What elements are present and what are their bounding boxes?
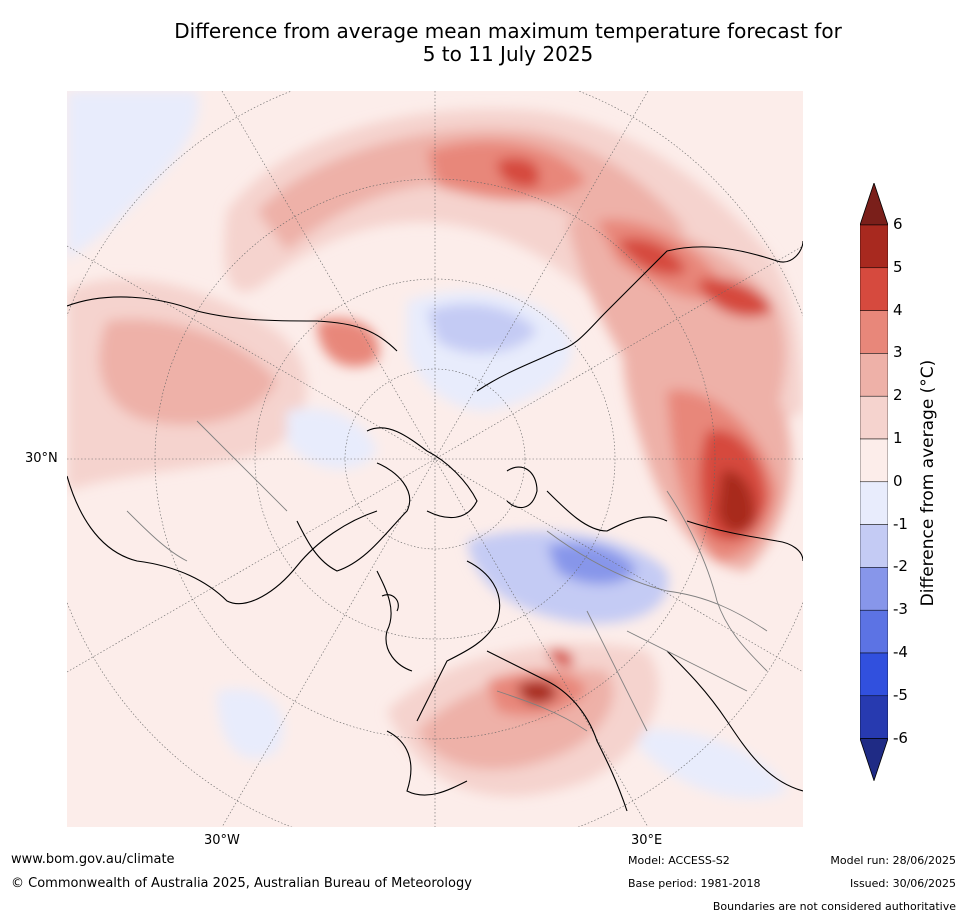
colorbar-tick-label: -3	[893, 600, 908, 619]
base-period-text: Base period: 1981-2018	[628, 877, 761, 890]
colorbar-segment	[859, 609, 889, 654]
lon-label-east: 30°E	[631, 833, 663, 848]
colorbar-segment	[859, 695, 889, 739]
colorbar-tick-label: 4	[893, 300, 903, 319]
colorbar-tick-label: -1	[893, 514, 908, 533]
title-line-2: 5 to 11 July 2025	[422, 42, 594, 66]
chart-title: Difference from average mean maximum tem…	[0, 20, 965, 66]
anomaly-field	[67, 91, 803, 799]
colorbar-tick-label: -5	[893, 685, 908, 704]
forecast-map	[67, 91, 803, 827]
colorbar-segment	[859, 481, 889, 525]
colorbar-label-main: Difference from average (	[918, 386, 938, 607]
colorbar-extend-top	[859, 181, 889, 226]
colorbar-tick-label: -6	[893, 728, 908, 747]
colorbar-tick-label: -4	[893, 643, 908, 661]
map-canvas	[67, 91, 803, 827]
colorbar-svg	[859, 181, 889, 782]
colorbar-label-unit: °C)	[918, 359, 938, 387]
colorbar-tick-label: -2	[893, 557, 908, 576]
website-link[interactable]: www.bom.gov.au/climate	[11, 852, 175, 867]
colorbar-segment	[859, 310, 889, 354]
colorbar-segment	[859, 224, 889, 269]
graticule	[67, 91, 803, 827]
colorbar-label: Difference from average (°C)	[918, 360, 938, 607]
colorbar-segment	[859, 353, 889, 397]
colorbar-segment	[859, 438, 889, 483]
colorbar-tick-label: 1	[893, 429, 903, 447]
colorbar-tick-label: 5	[893, 257, 903, 276]
issued-text: Issued: 30/06/2025	[849, 877, 956, 890]
colorbar-segment	[859, 524, 889, 568]
country-borders	[126, 420, 768, 732]
colorbar-segment	[859, 395, 889, 440]
colorbar-tick-label: 2	[893, 386, 903, 405]
lon-label-west: 30°W	[204, 833, 240, 848]
lat-label: 30°N	[25, 451, 58, 466]
title-line-1: Difference from average mean maximum tem…	[174, 19, 842, 43]
model-text: Model: ACCESS-S2	[628, 854, 730, 867]
colorbar-tick-label: 3	[893, 343, 903, 362]
colorbar-segment	[859, 652, 889, 697]
colorbar	[859, 181, 889, 782]
colorbar-extend-bottom	[859, 738, 889, 782]
coastlines	[67, 240, 803, 812]
colorbar-segment	[859, 267, 889, 311]
colorbar-tick-label: 0	[893, 471, 903, 490]
model-run-text: Model run: 28/06/2025	[830, 854, 956, 867]
colorbar-tick-label: 6	[893, 215, 903, 233]
disclaimer-text: Boundaries are not considered authoritat…	[712, 900, 956, 913]
colorbar-segment	[859, 567, 889, 611]
copyright-text: © Commonwealth of Australia 2025, Austra…	[11, 876, 472, 891]
